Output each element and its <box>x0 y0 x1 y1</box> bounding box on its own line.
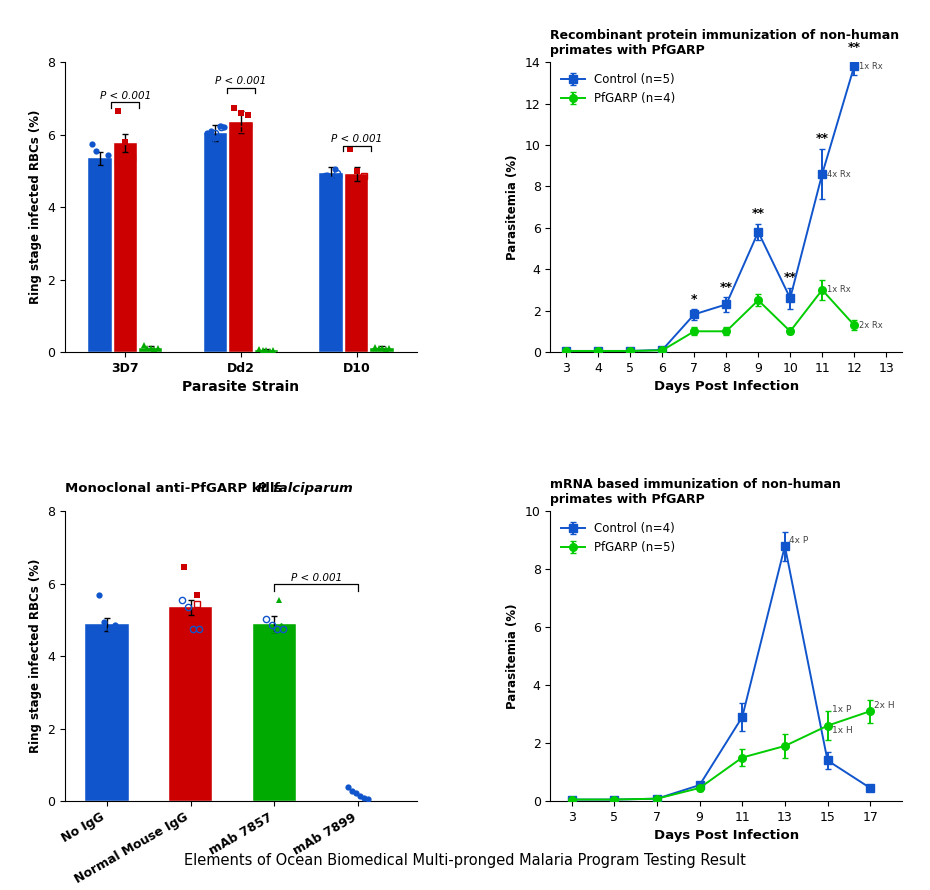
Text: 2x H: 2x H <box>874 701 895 710</box>
Text: 4x Rx: 4x Rx <box>827 169 851 179</box>
Bar <box>113 142 137 352</box>
Text: *: * <box>691 294 698 306</box>
Text: 1x P: 1x P <box>831 705 851 715</box>
Text: 1x H: 1x H <box>831 725 853 734</box>
Text: 2x Rx: 2x Rx <box>859 320 883 329</box>
Text: **: ** <box>784 271 797 284</box>
Text: P < 0.001: P < 0.001 <box>291 573 342 583</box>
Text: **: ** <box>816 132 829 145</box>
Text: P < 0.001: P < 0.001 <box>216 77 267 86</box>
X-axis label: Parasite Strain: Parasite Strain <box>182 380 299 394</box>
Y-axis label: Ring stage infected RBCs (%): Ring stage infected RBCs (%) <box>29 559 42 753</box>
Text: P < 0.001: P < 0.001 <box>331 134 382 144</box>
Text: 4x P: 4x P <box>790 536 808 545</box>
Y-axis label: Parasitemia (%): Parasitemia (%) <box>506 603 519 709</box>
Bar <box>86 624 128 801</box>
Text: **: ** <box>847 41 860 54</box>
Bar <box>253 624 296 801</box>
Bar <box>204 133 227 352</box>
Bar <box>88 158 112 352</box>
Bar <box>255 350 278 352</box>
Text: 1x Rx: 1x Rx <box>859 62 883 71</box>
Text: P < 0.001: P < 0.001 <box>100 91 151 101</box>
Text: mRNA based immunization of non-human
primates with PfGARP: mRNA based immunization of non-human pri… <box>551 478 842 506</box>
Y-axis label: Parasitemia (%): Parasitemia (%) <box>506 154 519 260</box>
Bar <box>320 173 343 352</box>
Text: 1x Rx: 1x Rx <box>827 286 851 295</box>
Legend: Control (n=5), PfGARP (n=4): Control (n=5), PfGARP (n=4) <box>556 69 680 109</box>
Bar <box>139 348 163 352</box>
Text: Monoclonal anti-PfGARP kills: Monoclonal anti-PfGARP kills <box>65 482 287 496</box>
Legend: Control (n=4), PfGARP (n=5): Control (n=4), PfGARP (n=5) <box>556 517 680 559</box>
Y-axis label: Ring stage infected RBCs (%): Ring stage infected RBCs (%) <box>29 110 42 304</box>
Bar <box>345 174 368 352</box>
Text: Recombinant protein immunization of non-human
primates with PfGARP: Recombinant protein immunization of non-… <box>551 29 899 57</box>
Legend: Anti-PfGARP: Anti-PfGARP <box>71 0 179 4</box>
Text: P. falciparum: P. falciparum <box>257 482 352 496</box>
Text: **: ** <box>720 281 733 294</box>
Bar <box>169 607 212 801</box>
Text: Elements of Ocean Biomedical Multi-pronged Malaria Program Testing Result: Elements of Ocean Biomedical Multi-prong… <box>184 853 746 868</box>
X-axis label: Days Post Infection: Days Post Infection <box>654 829 799 842</box>
Text: **: ** <box>751 206 764 220</box>
X-axis label: Days Post Infection: Days Post Infection <box>654 380 799 393</box>
Bar <box>229 122 253 352</box>
Bar <box>370 348 393 352</box>
